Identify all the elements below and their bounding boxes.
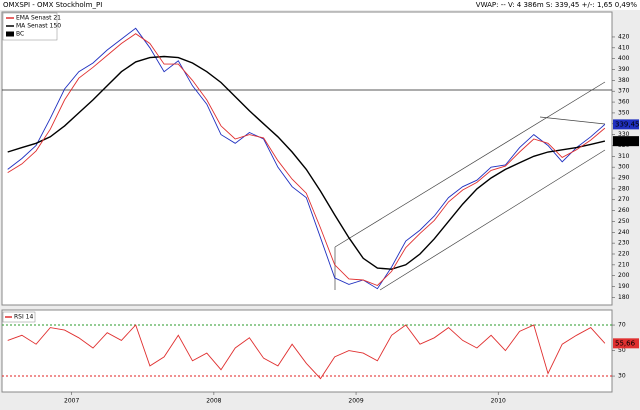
y-tick-label: 280	[618, 185, 630, 192]
y-tick-label: 300	[618, 164, 630, 171]
y-tick-label: 50	[618, 347, 626, 354]
last-value-label: 55,66	[615, 339, 636, 347]
y-tick-label: 410	[618, 44, 630, 51]
y-tick-label: 390	[618, 66, 630, 73]
y-tick-label: 420	[618, 33, 630, 40]
legend-label: RSI 14	[14, 314, 33, 321]
y-tick-label: 70	[618, 322, 626, 329]
y-tick-label: 350	[618, 109, 630, 116]
y-tick-label: 250	[618, 218, 630, 225]
top-bar	[0, 0, 640, 10]
channel-upper	[334, 81, 606, 248]
trend-line	[539, 116, 606, 125]
series-line	[7, 324, 606, 380]
x-tick-label: 2008	[206, 398, 221, 405]
y-tick-label: 260	[618, 207, 630, 214]
channel-lower	[379, 149, 606, 291]
y-tick-label: 310	[618, 153, 630, 160]
chart-title: OMXSPI - OMX Stockholm_PI	[3, 1, 102, 9]
y-tick-label: 270	[618, 196, 630, 203]
y-tick-label: 330	[618, 131, 630, 138]
y-tick-label: 210	[618, 261, 630, 268]
last-value-box	[613, 119, 639, 130]
x-tick-label: 2009	[348, 398, 363, 405]
last-value-label: 339,45	[615, 120, 640, 128]
rsi-panel	[1, 309, 613, 393]
quote: VWAP: -- V: 4 386m S: 339,45 +/-: 1,65 0…	[476, 1, 638, 9]
legend-label: BC	[16, 31, 24, 38]
legend-swatch	[6, 31, 14, 37]
price-panel	[1, 11, 613, 306]
y-tick-label: 220	[618, 250, 630, 257]
y-tick-label: 30	[618, 373, 626, 380]
rsi-legend	[2, 311, 36, 323]
last-value-box	[613, 136, 639, 147]
last-value-label: 323,99	[615, 137, 640, 145]
y-tick-label: 230	[618, 240, 630, 247]
y-tick-label: 240	[618, 229, 630, 236]
series-line	[7, 55, 606, 270]
y-tick-label: 360	[618, 99, 630, 106]
y-tick-label: 180	[618, 294, 630, 301]
last-value-box	[613, 338, 639, 349]
series-line	[7, 27, 606, 290]
y-tick-label: 190	[618, 283, 630, 290]
y-tick-label: 290	[618, 175, 630, 182]
y-tick-label: 380	[618, 77, 630, 84]
legend-label: MA Senast 150	[16, 23, 61, 30]
y-tick-label: 200	[618, 272, 630, 279]
y-tick-label: 370	[618, 88, 630, 95]
series-line	[7, 33, 606, 287]
x-tick-label: 2007	[64, 398, 79, 405]
legend-label: EMA Senast 21	[16, 15, 61, 22]
y-tick-label: 400	[618, 55, 630, 62]
x-tick-label: 2010	[491, 398, 506, 405]
